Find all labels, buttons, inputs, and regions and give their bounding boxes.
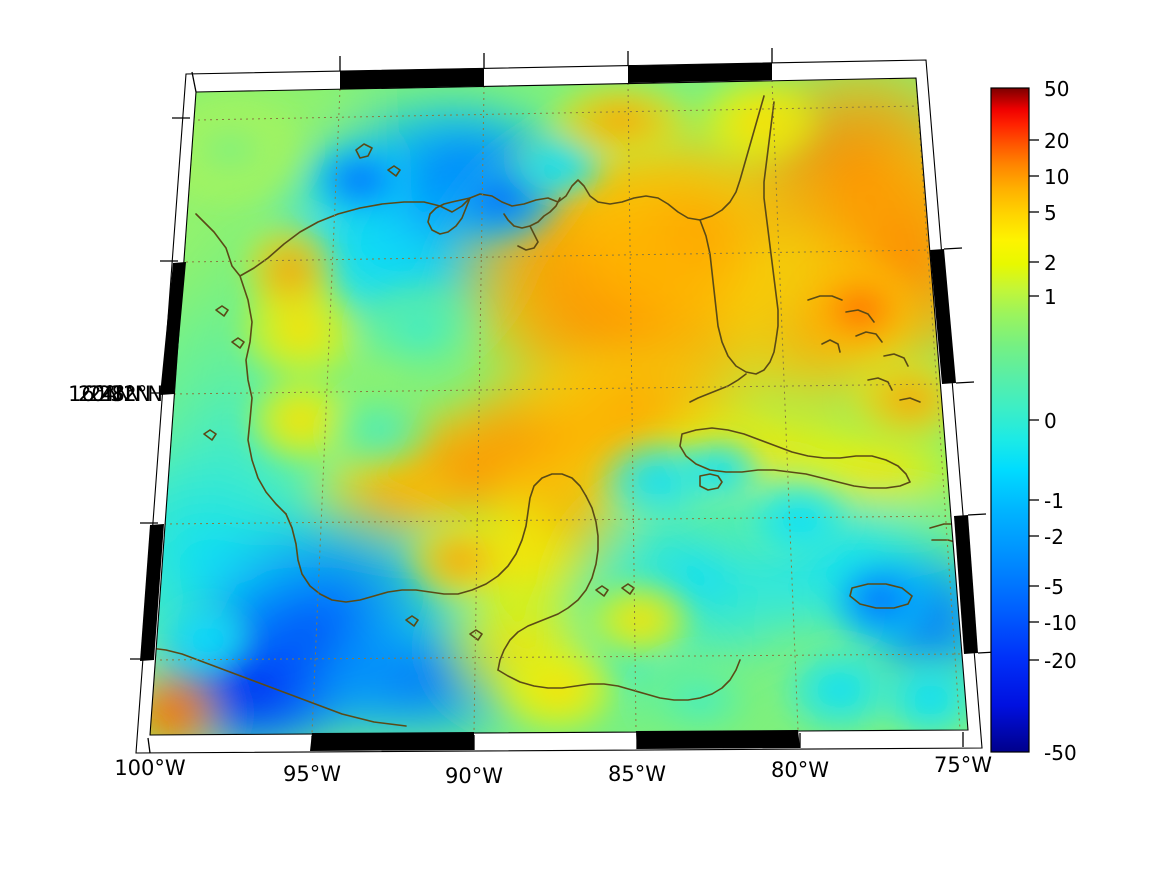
cb-label-50: 50: [1044, 77, 1069, 101]
colorbar[interactable]: 50 20 10 5 2 1 0 -1 -2 -5 -10 -20 -50: [990, 77, 1077, 765]
cb-label-1: 1: [1044, 285, 1057, 309]
xlabel-95: 95°W: [283, 762, 341, 786]
cb-label-10: 10: [1044, 165, 1069, 189]
frame-ticks-left: [140, 262, 186, 661]
coastline-bahamas: [807, 295, 921, 403]
cb-label-neg20: -20: [1044, 649, 1077, 673]
cb-label-neg1: -1: [1044, 489, 1064, 513]
colorbar-ticks: [1029, 139, 1039, 661]
gridline-lon-75: [915, 78, 961, 731]
colorbar-tick-labels: 50 20 10 5 2 1 0 -1 -2 -5 -10 -20 -50: [1044, 77, 1077, 765]
cb-label-2: 2: [1044, 251, 1057, 275]
coastline-us-gulf: [195, 95, 765, 515]
ylabel-16: 16°N: [68, 382, 121, 406]
ylabel-28: 28°N: [98, 382, 151, 406]
coastline-florida: [699, 101, 779, 375]
coastline-jamaica: [849, 583, 913, 609]
gridline-lat-32: [197, 105, 919, 121]
coastline-mexico-east: [285, 473, 587, 603]
ylabel-32: 32°N: [110, 382, 163, 406]
cb-label-neg2: -2: [1044, 525, 1064, 549]
coastline-mexico-south: [150, 647, 407, 727]
coastline-cuba: [679, 427, 911, 489]
tick-right-20: [967, 513, 987, 516]
map-frame: [130, 48, 997, 754]
gridline-lat-24: [173, 383, 943, 395]
cb-label-neg5: -5: [1044, 575, 1064, 599]
coastline-isla-juventud: [699, 473, 723, 491]
axis-labels: 32°N 28°N 24°N 20°N 16°N 100°W 95°W 90°W…: [68, 382, 992, 788]
frame-ticks-right: [930, 249, 978, 654]
frame-ticks-top: [340, 63, 772, 89]
graticule-layer: [150, 78, 965, 735]
cb-label-20: 20: [1044, 129, 1069, 153]
gridline-lon-85: [627, 82, 637, 732]
gridline-lon-80: [771, 79, 799, 731]
ylabel-24: 24°N: [88, 382, 141, 406]
coastline-mississippi-delta: [503, 197, 561, 251]
tick-right-28: [943, 247, 963, 250]
tick-right-24: [955, 381, 975, 384]
coastline-louisiana-bays: [427, 197, 471, 235]
tick-lon-100: [147, 737, 151, 754]
coastline-yucatan: [497, 495, 599, 671]
coastline-central-america: [497, 659, 741, 701]
xlabel-100: 100°W: [114, 756, 186, 780]
cb-label-5: 5: [1044, 201, 1057, 225]
axis-tick-marks: [130, 48, 997, 754]
cb-label-neg10: -10: [1044, 611, 1077, 635]
cb-label-neg50: -50: [1044, 741, 1077, 765]
xlabel-80: 80°W: [771, 758, 829, 782]
frame-ticks-bottom: [310, 730, 800, 751]
xlabel-85: 85°W: [608, 762, 666, 786]
map-data-field: [150, 78, 968, 735]
cb-label-0: 0: [1044, 409, 1057, 433]
colorbar-gradient: [990, 87, 1030, 753]
field-fine-detail: [150, 78, 968, 735]
tick-top-100: [191, 71, 197, 93]
coastline-florida-keys: [689, 373, 747, 403]
ylabel-20: 20°N: [78, 382, 131, 406]
gridline-lat-28: [185, 249, 931, 263]
xlabel-90: 90°W: [445, 764, 503, 788]
xlabel-75: 75°W: [934, 753, 992, 777]
frame-inner: [149, 77, 969, 736]
